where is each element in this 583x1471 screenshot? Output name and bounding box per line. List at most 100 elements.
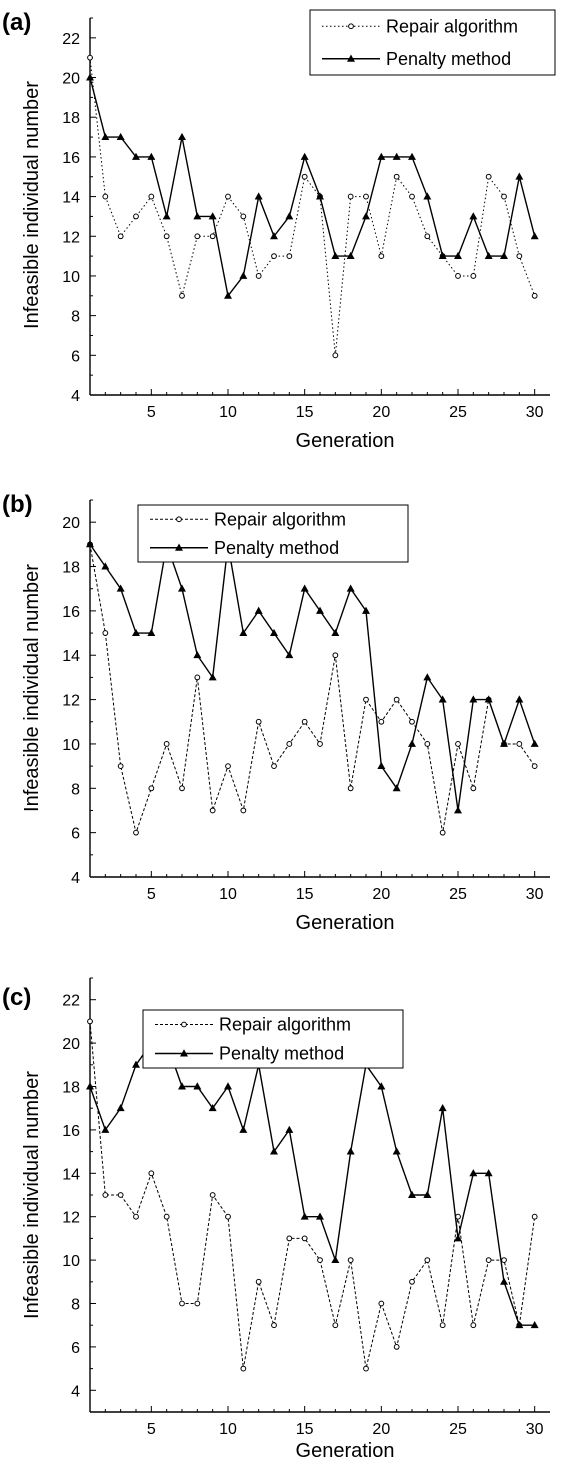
penalty-method-point <box>86 540 94 548</box>
y-tick-label: 20 <box>62 1036 80 1053</box>
x-tick-label: 30 <box>526 404 544 421</box>
y-tick-label: 6 <box>71 1340 80 1357</box>
repair-algorithm-point <box>531 763 538 770</box>
penalty-method-point <box>285 1125 294 1133</box>
penalty-method-point <box>162 212 171 220</box>
repair-algorithm-point <box>455 273 461 279</box>
penalty-method-point <box>316 606 324 614</box>
repair-algorithm-point <box>209 233 216 240</box>
legend-marker-circle <box>181 1021 187 1028</box>
penalty-method-point <box>423 673 432 681</box>
penalty-method-point <box>147 152 156 160</box>
repair-algorithm-point <box>133 213 139 220</box>
repair-algorithm-point <box>286 741 293 747</box>
repair-algorithm-point <box>363 696 369 703</box>
y-tick-label: 18 <box>62 1080 80 1097</box>
penalty-method-point <box>530 1321 539 1329</box>
repair-algorithm-point <box>531 292 538 299</box>
penalty-method-line <box>89 77 536 298</box>
repair-algorithm-point <box>271 253 277 260</box>
legend-label: Penalty method <box>219 1044 344 1064</box>
y-tick-label: 4 <box>71 388 80 405</box>
repair-algorithm-point <box>347 785 354 792</box>
x-tick-label: 10 <box>219 886 237 903</box>
penalty-method-point <box>285 651 294 659</box>
penalty-method-point <box>208 673 217 681</box>
y-tick-label: 20 <box>62 71 80 88</box>
legend-label: Penalty method <box>214 538 339 558</box>
chart-panel-3: (c) 4 6 8 10 12 14 16 18 20 22 5 10 15 20 25 30 Generatio… <box>2 977 550 1462</box>
penalty-method-point <box>346 1147 355 1155</box>
penalty-method-point <box>270 232 278 240</box>
penalty-method-point <box>224 291 232 299</box>
y-tick-label: 6 <box>71 826 80 843</box>
y-tick-label: 18 <box>62 110 80 127</box>
repair-algorithm-point <box>194 233 201 240</box>
x-tick-label: 15 <box>296 886 314 903</box>
repair-algorithm-point <box>470 273 477 279</box>
repair-algorithm-point <box>148 193 155 200</box>
repair-algorithm-point <box>347 193 354 200</box>
penalty-method-point <box>208 212 217 220</box>
repair-algorithm-point <box>255 718 262 725</box>
repair-algorithm-point <box>378 253 385 260</box>
legend-marker-circle <box>176 516 182 523</box>
penalty-method-point <box>132 152 140 160</box>
penalty-method-point <box>484 251 493 260</box>
repair-algorithm-point <box>424 233 431 240</box>
y-tick-label: 10 <box>62 269 80 286</box>
penalty-method-point <box>423 1190 432 1198</box>
y-tick-label: 16 <box>62 1123 80 1140</box>
penalty-method-point <box>515 172 524 180</box>
penalty-method-point <box>392 784 401 792</box>
y-axis-title: Infeasible individual number <box>21 1071 43 1319</box>
penalty-method-point <box>316 192 324 200</box>
y-tick-label: 12 <box>62 693 80 710</box>
penalty-method-point <box>239 628 248 636</box>
x-tick-label: 15 <box>296 404 314 421</box>
repair-algorithm-point <box>378 1300 385 1307</box>
chart-panel-2: (b) 4 6 8 10 12 14 16 18 20 5 10 15 20 25 30 Generation I… <box>2 491 550 934</box>
penalty-method-point <box>377 761 386 770</box>
y-tick-label: 12 <box>62 1210 80 1227</box>
x-tick-label: 20 <box>372 404 390 421</box>
repair-algorithm-point <box>332 1322 339 1329</box>
legend-marker-triangle <box>347 54 355 62</box>
penalty-method-point <box>438 251 447 260</box>
penalty-method-point <box>530 232 539 240</box>
repair-algorithm-point <box>531 1213 538 1220</box>
penalty-method-point <box>178 1082 186 1090</box>
legend-box <box>309 9 556 76</box>
penalty-method-point <box>408 1190 416 1198</box>
y-tick-label: 8 <box>71 781 80 798</box>
repair-algorithm-point <box>301 718 308 725</box>
x-tick-label: 30 <box>526 886 544 903</box>
y-tick-label: 14 <box>62 648 80 665</box>
penalty-method-point <box>530 739 539 747</box>
repair-algorithm-point <box>378 718 385 725</box>
chart-panel-1: (a) 4 6 8 10 12 14 16 18 20 22 5 10 15 20 25 30 Generatio… <box>2 9 556 452</box>
legend-marker-triangle <box>180 1049 188 1057</box>
penalty-method-point <box>469 212 478 220</box>
penalty-method-point <box>454 806 462 814</box>
y-tick-label: 10 <box>62 1253 80 1270</box>
penalty-method-point <box>208 1104 217 1112</box>
penalty-method-point <box>132 628 140 636</box>
y-axis-title: Infeasible individual number <box>21 564 43 812</box>
repair-algorithm-point <box>301 1235 308 1242</box>
x-tick-label: 20 <box>372 1421 390 1438</box>
panel-label: (c) <box>2 984 31 1011</box>
penalty-method-point <box>346 584 355 592</box>
penalty-method-point <box>454 251 462 260</box>
penalty-method-point <box>423 192 432 200</box>
penalty-method-point <box>484 695 493 703</box>
penalty-method-point <box>515 695 524 703</box>
repair-algorithm-point <box>117 1192 124 1198</box>
repair-algorithm-point <box>240 213 247 220</box>
y-tick-label: 16 <box>62 150 80 167</box>
repair-algorithm-point <box>470 785 477 792</box>
repair-algorithm-point <box>424 741 431 747</box>
penalty-method-point <box>362 212 370 220</box>
repair-algorithm-line <box>89 57 536 356</box>
x-tick-label: 15 <box>296 1421 314 1438</box>
